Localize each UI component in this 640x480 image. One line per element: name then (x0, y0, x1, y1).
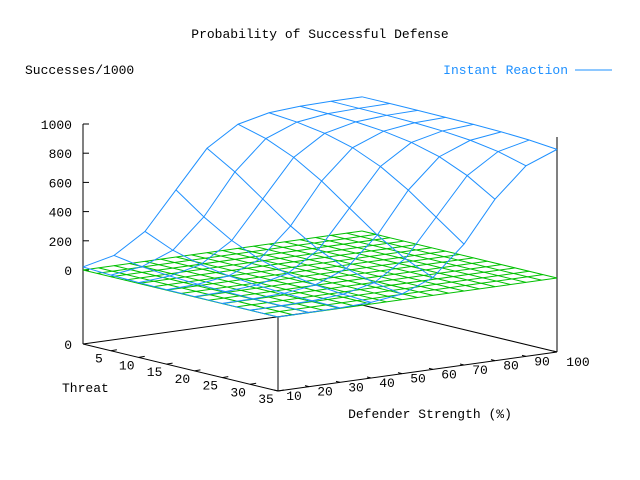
plane-grid-line (330, 234, 527, 283)
defender-tick-label: 60 (441, 367, 457, 382)
plane-grid-line (237, 247, 434, 296)
axes-box (82, 123, 558, 392)
defender-tick (335, 380, 341, 383)
plane-grid-line (299, 239, 496, 288)
defender-tick (521, 354, 527, 357)
surface-line (250, 139, 530, 311)
threat-tick (194, 369, 201, 372)
z-tick-label: 800 (49, 147, 72, 162)
surface-line (110, 103, 390, 276)
surface-line (361, 96, 558, 150)
defender-tick-label: 20 (317, 385, 333, 400)
surface-line (113, 254, 310, 314)
surface-line (330, 100, 527, 167)
base-plane (82, 230, 558, 318)
surface-line (166, 116, 446, 291)
threat-tick (222, 376, 229, 379)
defender-tick-label: 100 (566, 355, 589, 370)
z-tick-label: 600 (49, 176, 72, 191)
surface-line (277, 148, 558, 318)
plane-grid-line (361, 230, 558, 279)
z-tick-label: 1000 (41, 118, 72, 133)
surface-line (82, 96, 363, 268)
plane-grid-line (191, 254, 387, 303)
threat-tick (166, 362, 173, 365)
threat-tick (110, 349, 117, 352)
plane-grid-line (206, 252, 403, 301)
defender-tick-label: 50 (410, 372, 426, 387)
defender-tick-label: 80 (503, 359, 519, 374)
surface-line (237, 123, 434, 278)
threat-tick-label: 10 (119, 358, 135, 373)
plane-grid-line (253, 245, 449, 294)
threat-tick (277, 389, 285, 392)
defender-tick-label: 30 (348, 380, 364, 395)
defender-tick (459, 363, 465, 366)
defender-tick (428, 367, 434, 370)
threat-tick-label: 25 (202, 379, 218, 394)
threat-tick-label: 5 (95, 352, 103, 367)
surface-line (144, 230, 341, 309)
defender-tick (490, 359, 496, 362)
threat-tick (250, 382, 257, 385)
defender-tick-label: 90 (534, 354, 550, 369)
z-tick-label: 200 (49, 235, 72, 250)
chart-title: Probability of Successful Defense (191, 27, 448, 42)
z-tick-label: 0 (64, 264, 72, 279)
plane-grid-line (315, 237, 511, 285)
threat-tick-label: 30 (230, 385, 246, 400)
surface-line (222, 131, 502, 304)
z-base-label: 0 (64, 338, 72, 353)
surface-line (82, 266, 279, 318)
plane-grid-line (144, 260, 341, 309)
threat-tick-label: 15 (147, 365, 163, 380)
threat-axis (82, 343, 279, 392)
defender-tick (273, 389, 279, 392)
threat-tick-label: 35 (258, 392, 274, 407)
plane-grid-line (284, 241, 480, 290)
legend-label: Instant Reaction (443, 63, 568, 78)
surface-instant-reaction (82, 96, 558, 318)
threat-tick-label: 20 (175, 372, 191, 387)
surface-line (194, 123, 474, 298)
defender-tick-label: 40 (379, 376, 395, 391)
surface-line (175, 189, 372, 303)
plane-grid-line (346, 232, 542, 281)
plane-grid-line (175, 256, 372, 305)
defender-tick-label: 10 (286, 389, 302, 404)
y-axis-label: Defender Strength (%) (348, 407, 512, 422)
back-right-edge (361, 304, 558, 353)
surface-line (299, 105, 496, 200)
x-axis-label: Threat (62, 381, 109, 396)
defender-tick-label: 70 (472, 363, 488, 378)
defender-tick (397, 372, 403, 375)
z-axis-label: Successes/1000 (25, 63, 134, 78)
surface-line (268, 112, 465, 245)
threat-tick (138, 355, 145, 358)
defender-axis (277, 351, 558, 392)
defender-tick (552, 350, 558, 353)
plane-grid-line (268, 243, 465, 292)
plane-grid-line (222, 250, 418, 298)
defender-tick (304, 385, 310, 388)
defender-tick (366, 376, 372, 379)
plane-grid-line (129, 263, 325, 311)
plane-grid-line (98, 267, 294, 316)
plane-grid-line (160, 258, 356, 307)
surface-line (206, 147, 403, 295)
surface-line (138, 109, 418, 284)
z-tick-label: 400 (49, 206, 72, 221)
